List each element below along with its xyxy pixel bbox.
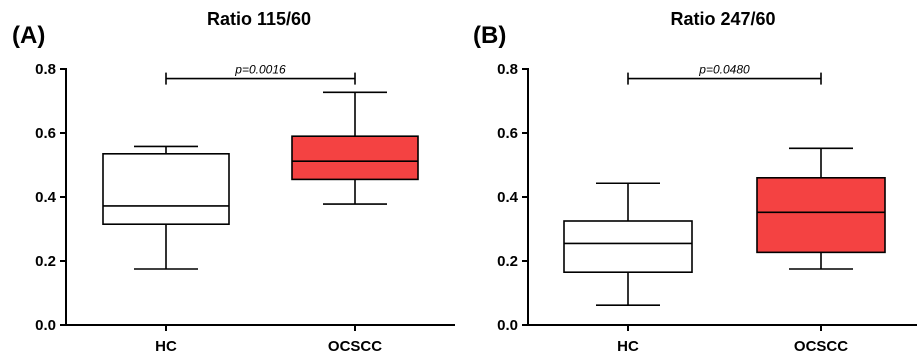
x-tick-label: OCSCC — [794, 338, 848, 353]
panel-a: (A) Ratio 115/60 0.0 0.2 0.4 0.6 0.8 HC OCSCC p… — [12, 9, 455, 353]
p-value-label: p=0.0016 — [234, 63, 286, 77]
x-tick-label: HC — [617, 338, 639, 353]
plot-area: 0.0 0.2 0.4 0.6 0.8 HC OCSCC p=0.0016 — [35, 61, 455, 353]
x-tick-label: HC — [155, 338, 177, 353]
y-tick-label: 0.0 — [497, 317, 518, 334]
p-value-label: p=0.0480 — [698, 63, 750, 77]
y-tick-label: 0.2 — [35, 253, 56, 270]
y-tick-label: 0.2 — [497, 253, 518, 270]
y-tick-label: 0.6 — [497, 125, 518, 142]
chart-title: Ratio 115/60 — [207, 9, 311, 29]
plot-area: 0.0 0.2 0.4 0.6 0.8 HC OCSCC p=0.0480 — [497, 61, 917, 353]
y-tick-label: 0.8 — [497, 61, 518, 78]
box-ocscc — [291, 135, 419, 181]
box-hc — [563, 220, 693, 274]
y-tick-label: 0.0 — [35, 317, 56, 334]
box-hc — [102, 153, 230, 226]
y-tick-label: 0.4 — [35, 189, 57, 206]
x-tick-label: OCSCC — [328, 338, 382, 353]
box-ocscc — [756, 177, 886, 254]
y-tick-label: 0.4 — [497, 189, 519, 206]
panel-label: (B) — [473, 22, 506, 49]
y-tick-label: 0.8 — [35, 61, 56, 78]
panel-b: (B) Ratio 247/60 0.0 0.2 0.4 0.6 0.8 HC OCSCC p… — [473, 9, 917, 353]
panel-label: (A) — [12, 22, 45, 49]
y-tick-label: 0.6 — [35, 125, 56, 142]
chart-title: Ratio 247/60 — [670, 9, 775, 29]
